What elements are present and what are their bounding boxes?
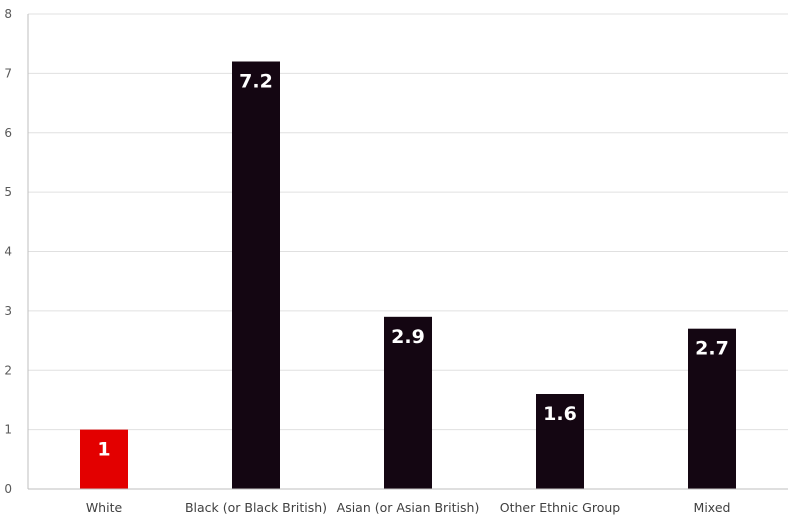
- y-axis: 0 1 2 3 4 5 6 7 8: [4, 7, 29, 496]
- bar: [80, 429, 128, 489]
- y-tick-label: 5: [4, 185, 12, 199]
- gridlines: [28, 13, 788, 431]
- y-tick-label: 2: [4, 363, 12, 377]
- bar: [384, 316, 432, 489]
- data-label: 2.7: [695, 338, 729, 360]
- y-tick-label: 7: [4, 66, 12, 80]
- bars: [80, 61, 736, 489]
- y-tick-label: 0: [4, 482, 12, 496]
- y-tick-label: 1: [4, 423, 12, 437]
- data-label: 7.2: [239, 71, 273, 93]
- bar: [536, 394, 584, 489]
- bar: [232, 61, 280, 489]
- x-axis: White Black (or Black British) Asian (or A…: [28, 488, 788, 515]
- data-label: 1: [97, 439, 110, 461]
- data-label: 2.9: [391, 326, 425, 348]
- x-tick-label: White: [86, 500, 123, 515]
- bar: [688, 328, 736, 489]
- y-tick-label: 6: [4, 126, 12, 140]
- data-labels: 1 7.2 2.9 1.6 2.7: [97, 71, 728, 461]
- x-tick-label: Other Ethnic Group: [500, 500, 621, 515]
- y-tick-label: 3: [4, 304, 12, 318]
- x-tick-label: Asian (or Asian British): [337, 500, 480, 515]
- x-tick-label: Mixed: [694, 500, 731, 515]
- y-tick-label: 8: [4, 7, 12, 21]
- x-tick-label: Black (or Black British): [185, 500, 327, 515]
- data-label: 1.6: [543, 403, 577, 425]
- y-tick-label: 4: [4, 245, 12, 259]
